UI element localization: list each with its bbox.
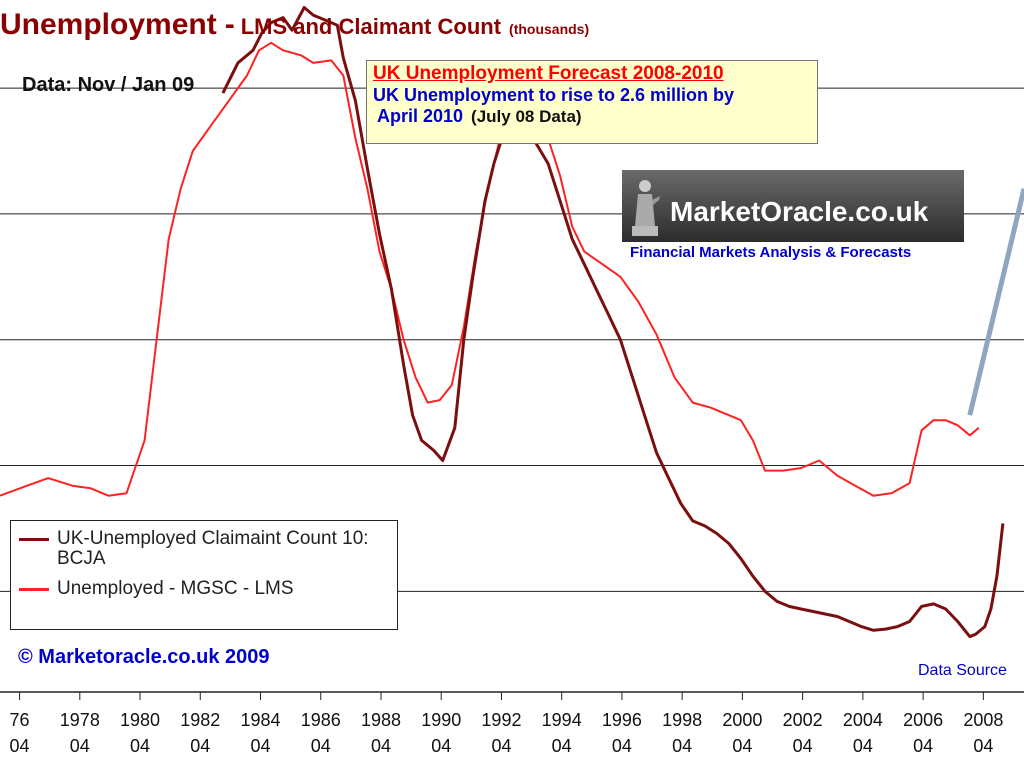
- forecast-line-2-date: April 2010: [377, 106, 464, 126]
- legend: UK-Unemployed Claimaint Count 10: BCJA U…: [10, 520, 398, 630]
- forecast-line-1: UK Unemployment to rise to 2.6 million b…: [373, 85, 735, 105]
- x-tick-label-0-0: 76: [10, 710, 30, 730]
- x-tick-label-3-1: 04: [190, 736, 210, 756]
- x-tick-label-6-1: 04: [371, 736, 391, 756]
- x-tick-label-3-0: 1982: [180, 710, 220, 730]
- x-tick-label-13-1: 04: [793, 736, 813, 756]
- title-subtitle: LMS and Claimant Count: [240, 14, 502, 39]
- x-tick-label-10-0: 1996: [602, 710, 642, 730]
- x-tick-label-16-0: 2008: [963, 710, 1003, 730]
- logo-tagline: Financial Markets Analysis & Forecasts: [630, 244, 912, 261]
- chart-title: Unemployment - LMS and Claimant Count (thou…: [0, 8, 589, 42]
- x-tick-label-16-1: 04: [973, 736, 993, 756]
- logo-name: MarketOracle.co.uk: [670, 196, 929, 227]
- x-tick-label-14-0: 2004: [843, 710, 883, 730]
- x-tick-label-2-0: 1980: [120, 710, 160, 730]
- x-tick-label-1-1: 04: [70, 736, 90, 756]
- series-lines: [0, 6, 1024, 639]
- title-main: Unemployment: [0, 8, 217, 41]
- legend-label-claimant: UK-Unemployed Claimaint Count 10: BCJA: [57, 528, 369, 569]
- x-tick-label-11-1: 04: [672, 736, 692, 756]
- forecast-heading: UK Unemployment Forecast 2008-2010: [373, 63, 724, 84]
- legend-swatch-claimant: [19, 538, 49, 541]
- x-tick-label-8-0: 1992: [481, 710, 521, 730]
- title-separator: -: [224, 8, 235, 41]
- x-tick-label-9-1: 04: [552, 736, 572, 756]
- x-tick-label-7-0: 1990: [421, 710, 461, 730]
- x-tick-label-14-1: 04: [853, 736, 873, 756]
- x-tick-label-7-1: 04: [431, 736, 451, 756]
- x-tick-label-13-0: 2002: [783, 710, 823, 730]
- x-tick-label-6-0: 1988: [361, 710, 401, 730]
- x-tick-label-4-1: 04: [251, 736, 271, 756]
- x-tick-label-1-0: 1978: [60, 710, 100, 730]
- x-tick-label-9-0: 1994: [542, 710, 582, 730]
- forecast-line-2: April 2010 (July 08 Data): [373, 106, 811, 127]
- x-tick-label-4-0: 1984: [240, 710, 280, 730]
- x-tick-label-5-0: 1986: [301, 710, 341, 730]
- data-date-label: Data: Nov / Jan 09: [22, 74, 195, 96]
- x-tick-label-11-0: 1998: [662, 710, 702, 730]
- x-axis-ticks: 76 04 1978 04 1980 04 1982 04 1984 04 1986 04 1988 04…: [10, 692, 1003, 756]
- legend-item-lms: Unemployed - MGSC - LMS: [19, 579, 397, 599]
- x-tick-label-2-1: 04: [130, 736, 150, 756]
- x-tick-label-15-0: 2006: [903, 710, 943, 730]
- legend-swatch-lms: [19, 588, 49, 591]
- forecast-annotation-box: UK Unemployment Forecast 2008-2010 UK Un…: [366, 60, 818, 144]
- marketoracle-logo: MarketOracle.co.uk: [622, 170, 964, 242]
- data-source-label: Data Source: [918, 662, 1007, 679]
- legend-label-lms: Unemployed - MGSC - LMS: [57, 578, 294, 599]
- x-tick-label-12-1: 04: [732, 736, 752, 756]
- x-tick-label-15-1: 04: [913, 736, 933, 756]
- oracle-statue-icon: [632, 180, 660, 236]
- title-unit: (thousands): [509, 21, 590, 37]
- x-tick-label-12-0: 2000: [722, 710, 762, 730]
- x-tick-label-0-1: 04: [10, 736, 30, 756]
- x-tick-label-8-1: 04: [491, 736, 511, 756]
- gridlines: [0, 87, 1024, 592]
- legend-item-claimant: UK-Unemployed Claimaint Count 10: BCJA: [19, 529, 397, 569]
- series-line-forecast: [967, 188, 1024, 416]
- forecast-line-2-note: (July 08 Data): [471, 107, 582, 126]
- x-tick-label-10-1: 04: [612, 736, 632, 756]
- x-tick-label-5-1: 04: [311, 736, 331, 756]
- series-line-claimant: [221, 6, 1005, 639]
- copyright-notice: © Marketoracle.co.uk 2009: [18, 646, 270, 668]
